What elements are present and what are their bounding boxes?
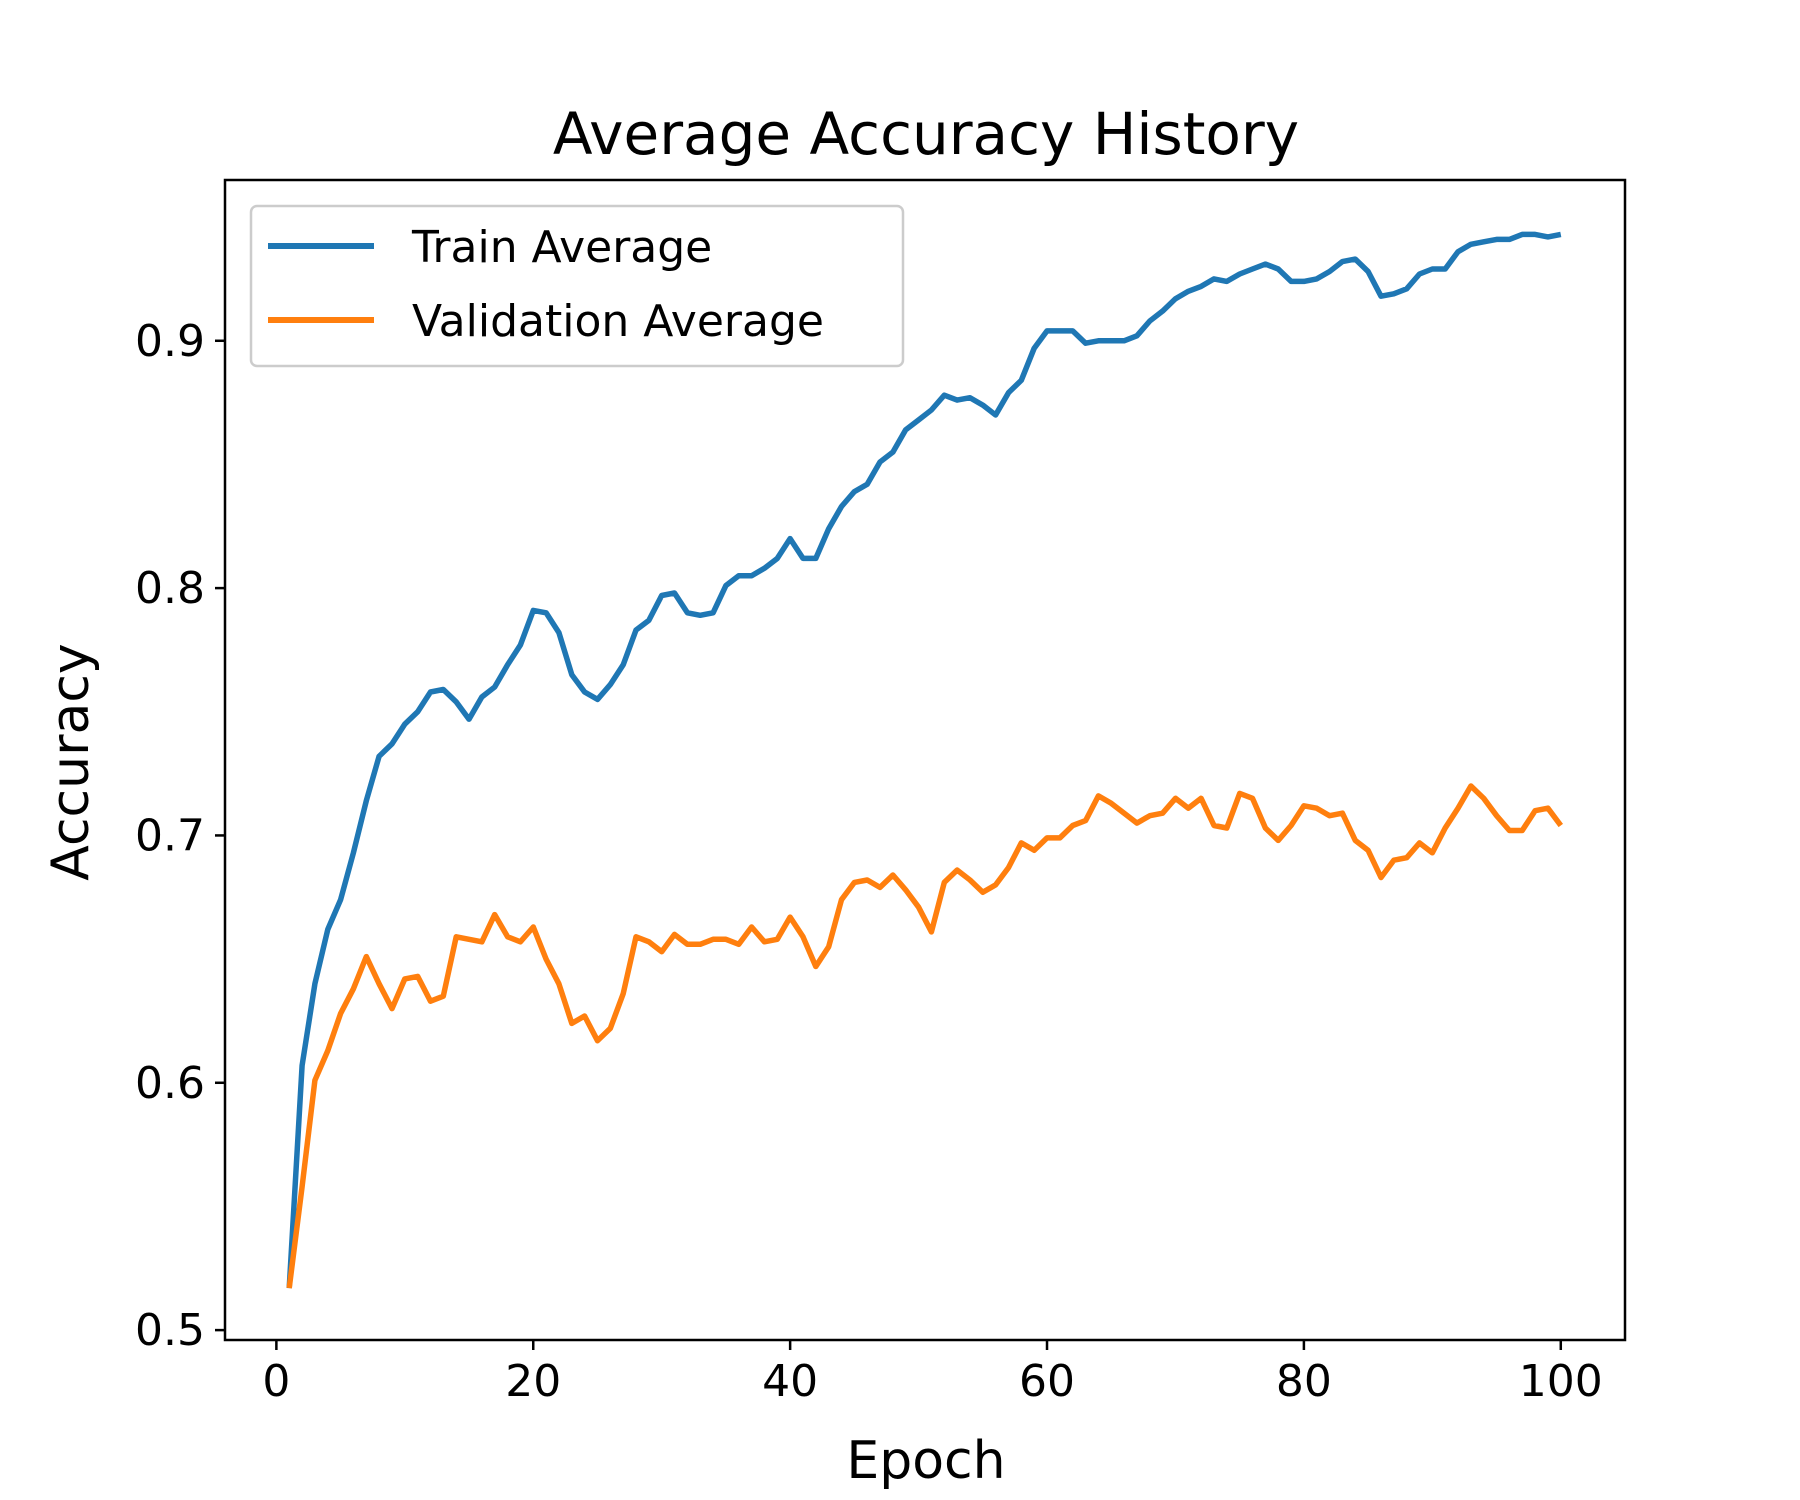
legend-label-validation: Validation Average xyxy=(412,296,824,347)
y-tick-label: 0.6 xyxy=(135,1058,205,1109)
series-layer xyxy=(286,231,1564,1289)
y-tick-label: 0.5 xyxy=(135,1305,205,1356)
x-axis-ticks: 0 20 40 60 80 100 xyxy=(262,1340,1603,1407)
x-tick-label: 0 xyxy=(262,1356,290,1407)
legend-box xyxy=(249,204,905,368)
x-tick-label: 20 xyxy=(505,1356,561,1407)
series-line-validation-average xyxy=(286,783,1564,1289)
x-tick-label: 80 xyxy=(1276,1356,1332,1407)
chart-title: Average Accuracy History xyxy=(553,100,1299,168)
y-axis-label: Accuracy xyxy=(41,643,101,880)
legend: Train Average Validation Average xyxy=(249,204,905,368)
x-axis-label: Epoch xyxy=(846,1431,1005,1491)
y-tick-label: 0.9 xyxy=(135,316,205,367)
plot-frame xyxy=(223,178,1627,1342)
y-tick-label: 0.7 xyxy=(135,810,205,861)
y-tick-label: 0.8 xyxy=(135,563,205,614)
x-tick-label: 100 xyxy=(1519,1356,1603,1407)
legend-label-train: Train Average xyxy=(411,222,712,273)
x-tick-label: 40 xyxy=(762,1356,818,1407)
x-tick-label: 60 xyxy=(1019,1356,1075,1407)
y-axis-ticks: 0.5 0.6 0.7 0.8 0.9 xyxy=(135,316,225,1356)
series-line-train-average xyxy=(286,231,1562,1289)
